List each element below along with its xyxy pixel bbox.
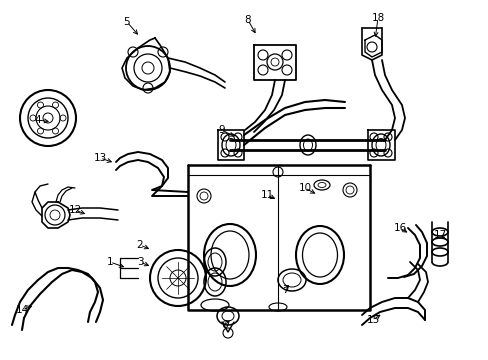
Text: 8: 8 <box>244 15 251 25</box>
Circle shape <box>223 328 232 338</box>
Text: 10: 10 <box>298 183 311 193</box>
Text: 5: 5 <box>123 17 130 27</box>
Text: 13: 13 <box>93 153 106 163</box>
Text: 4: 4 <box>35 115 41 125</box>
Text: 2: 2 <box>137 240 143 250</box>
Text: 7: 7 <box>281 285 288 295</box>
Text: 1: 1 <box>106 257 113 267</box>
Text: 15: 15 <box>366 315 379 325</box>
Text: 11: 11 <box>260 190 273 200</box>
Text: 17: 17 <box>432 230 446 240</box>
Text: 6: 6 <box>221 320 228 330</box>
Text: 18: 18 <box>370 13 384 23</box>
Text: 14: 14 <box>15 305 29 315</box>
Text: 12: 12 <box>68 205 81 215</box>
Text: 16: 16 <box>392 223 406 233</box>
Text: 3: 3 <box>137 257 143 267</box>
Text: 9: 9 <box>218 125 225 135</box>
